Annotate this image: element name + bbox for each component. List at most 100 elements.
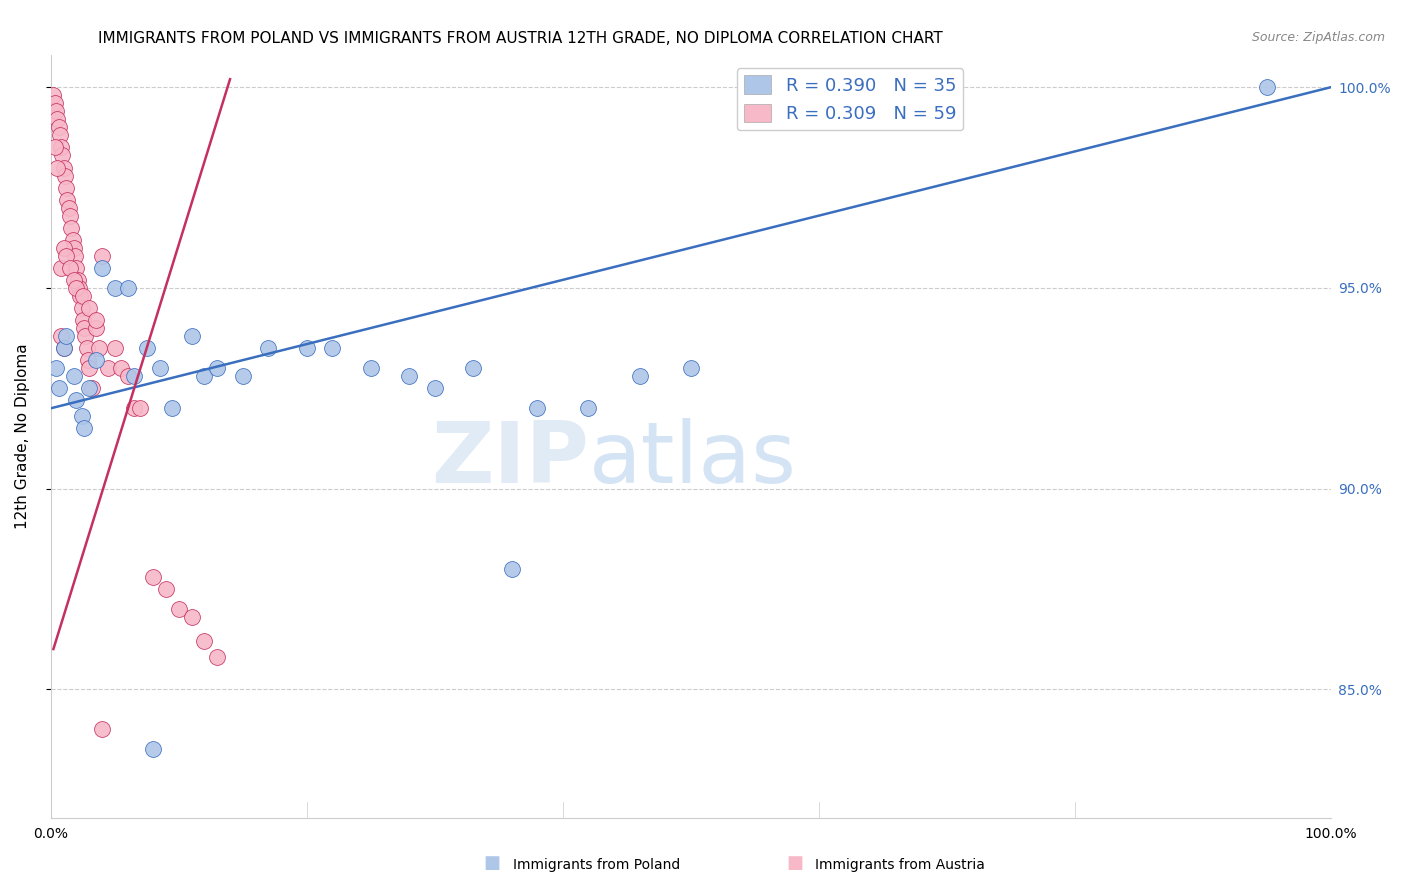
Point (70, 409, 93, 424)
Point (77, 301, 100, 315)
Point (122, 401, 145, 416)
Point (91, 260, 114, 275)
Point (53, 169, 76, 183)
Point (45, 104, 67, 119)
Point (63, 369, 86, 384)
Point (72, 313, 94, 327)
Point (77, 353, 100, 368)
Point (55, 180, 77, 194)
Point (65, 393, 87, 408)
Y-axis label: 12th Grade, No Diploma: 12th Grade, No Diploma (15, 343, 30, 529)
Text: ■: ■ (484, 855, 501, 872)
Point (62, 233, 84, 247)
Point (398, 369, 420, 384)
Point (63, 249, 86, 263)
Point (59, 260, 82, 275)
Point (628, 369, 651, 384)
Point (60, 220, 83, 235)
Point (360, 361, 382, 376)
Point (49, 329, 72, 343)
Text: ZIP: ZIP (430, 417, 588, 500)
Point (180, 610, 202, 624)
Point (72, 289, 94, 303)
Point (66, 273, 89, 287)
Point (679, 361, 702, 376)
Text: Immigrants from Austria: Immigrants from Austria (815, 858, 986, 872)
Point (46, 112, 69, 127)
Point (97, 361, 120, 376)
Point (117, 369, 139, 384)
Point (63, 273, 86, 287)
Point (91, 249, 114, 263)
Point (52, 161, 75, 175)
Point (257, 341, 280, 355)
Point (44, 140, 66, 154)
Point (80, 381, 103, 395)
Point (56, 193, 79, 207)
Point (49, 128, 72, 143)
Point (49, 140, 72, 154)
Point (122, 369, 145, 384)
Point (423, 381, 446, 395)
Point (463, 361, 485, 376)
Point (70, 301, 93, 315)
Point (576, 401, 599, 416)
Point (526, 401, 548, 416)
Point (149, 361, 172, 376)
Point (167, 602, 190, 616)
Point (117, 281, 139, 295)
Point (46, 161, 69, 175)
Point (84, 353, 107, 368)
Text: atlas: atlas (588, 417, 796, 500)
Point (193, 634, 215, 648)
Point (142, 570, 165, 584)
Point (91, 723, 114, 737)
Point (49, 260, 72, 275)
Point (84, 321, 107, 335)
Point (135, 341, 157, 355)
Point (63, 241, 86, 255)
Point (104, 281, 127, 295)
Point (89, 341, 111, 355)
Point (205, 650, 228, 665)
Point (84, 313, 107, 327)
Point (77, 381, 100, 395)
Point (67, 281, 90, 295)
Point (142, 742, 165, 756)
Text: ■: ■ (786, 855, 803, 872)
Point (501, 562, 523, 576)
Point (321, 341, 343, 355)
Point (155, 582, 177, 596)
Point (51, 148, 73, 162)
Point (58, 201, 80, 215)
Point (59, 209, 82, 223)
Point (52, 341, 75, 355)
Point (193, 369, 215, 384)
Point (52, 341, 75, 355)
Point (76, 341, 98, 355)
Point (55, 329, 77, 343)
Point (42, 88, 65, 103)
Point (55, 249, 77, 263)
Point (73, 421, 96, 435)
Point (65, 260, 87, 275)
Point (44, 96, 66, 111)
Text: Source: ZipAtlas.com: Source: ZipAtlas.com (1251, 31, 1385, 45)
Point (69, 289, 91, 303)
Legend: R = 0.390   N = 35, R = 0.309   N = 59: R = 0.390 N = 35, R = 0.309 N = 59 (737, 68, 963, 130)
Point (45, 361, 67, 376)
Point (75, 329, 97, 343)
Point (104, 341, 127, 355)
Point (129, 401, 152, 416)
Point (180, 329, 202, 343)
Point (52, 241, 75, 255)
Point (162, 401, 184, 416)
Point (295, 341, 318, 355)
Text: IMMIGRANTS FROM POLAND VS IMMIGRANTS FROM AUSTRIA 12TH GRADE, NO DIPLOMA CORRELA: IMMIGRANTS FROM POLAND VS IMMIGRANTS FRO… (98, 31, 943, 46)
Point (1256, 80, 1278, 95)
Point (110, 361, 132, 376)
Point (48, 381, 70, 395)
Point (232, 369, 254, 384)
Point (73, 321, 96, 335)
Point (77, 361, 100, 376)
